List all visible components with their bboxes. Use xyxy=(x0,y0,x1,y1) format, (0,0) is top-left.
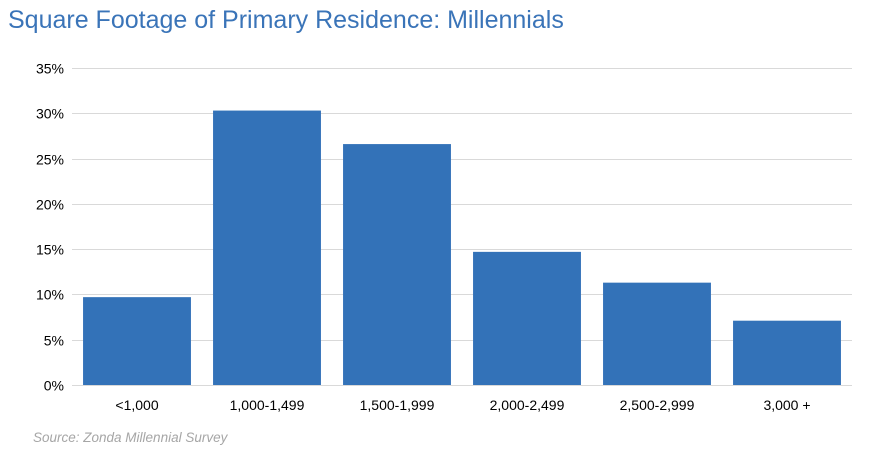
bar xyxy=(213,110,321,385)
y-axis-tick-labels: 0% 5% 10% 15% 20% 25% 30% 35% xyxy=(36,61,64,394)
y-tick-label: 5% xyxy=(44,333,64,349)
y-tick-label: 20% xyxy=(36,197,64,213)
bar xyxy=(733,320,841,385)
y-tick-label: 0% xyxy=(44,378,64,394)
y-tick-label: 30% xyxy=(36,106,64,122)
gridlines xyxy=(72,68,852,386)
bars xyxy=(83,110,841,385)
y-tick-label: 10% xyxy=(36,287,64,303)
x-tick-label: 1,500-1,999 xyxy=(360,397,435,413)
x-tick-label: 2,000-2,499 xyxy=(490,397,565,413)
chart-title: Square Footage of Primary Residence: Mil… xyxy=(8,6,564,34)
x-tick-label: 2,500-2,999 xyxy=(620,397,695,413)
bar xyxy=(83,297,191,385)
y-tick-label: 15% xyxy=(36,242,64,258)
x-tick-label: <1,000 xyxy=(115,397,158,413)
x-tick-label: 1,000-1,499 xyxy=(230,397,305,413)
y-tick-label: 35% xyxy=(36,61,64,77)
bar xyxy=(473,251,581,385)
x-axis-tick-labels: <1,000 1,000-1,499 1,500-1,999 2,000-2,499 2… xyxy=(115,397,810,413)
bar xyxy=(343,144,451,385)
bar xyxy=(603,282,711,385)
source-note: Source: Zonda Millennial Survey xyxy=(33,430,228,445)
x-tick-label: 3,000 + xyxy=(763,397,810,413)
y-tick-label: 25% xyxy=(36,152,64,168)
